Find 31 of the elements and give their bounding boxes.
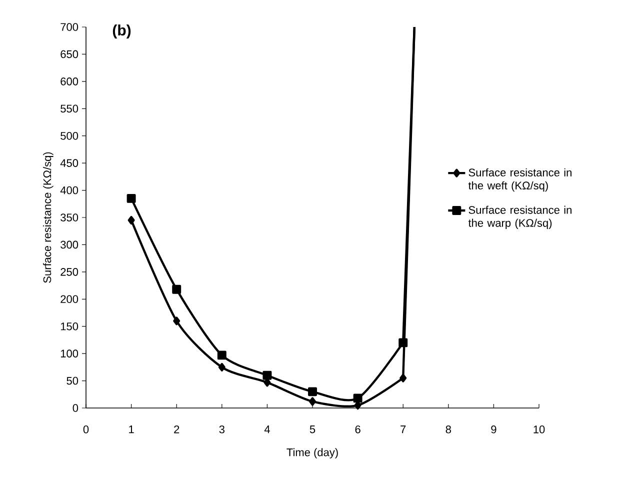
y-tick-label: 600 [60, 78, 78, 86]
y-tick-label: 100 [60, 350, 78, 358]
legend-label: Surface resistance in the weft (KΩ/sq) [468, 168, 572, 192]
x-tick-label: 3 [219, 426, 224, 434]
x-axis-title: Time (day) [286, 448, 338, 458]
legend-label: Surface resistance in the warp (KΩ/sq) [468, 206, 572, 230]
x-tick-label: 8 [446, 426, 451, 434]
y-tick-label: 250 [60, 268, 78, 276]
y-tick-label: 200 [60, 295, 78, 304]
x-tick-label: 4 [264, 426, 270, 434]
y-tick-label: 300 [60, 240, 78, 249]
chart-title: (b) [112, 24, 131, 39]
y-tick-label: 550 [60, 104, 78, 113]
y-tick-label: 450 [60, 159, 78, 167]
y-tick-label: 650 [60, 50, 78, 58]
y-tick-label: 350 [60, 214, 78, 222]
y-tick-label: 700 [60, 23, 78, 31]
x-tick-label: 5 [310, 426, 316, 434]
x-tick-label: 2 [174, 426, 180, 434]
y-tick-label: 150 [60, 322, 78, 330]
x-tick-label: 6 [355, 426, 360, 434]
y-tick-label: 0 [72, 404, 78, 412]
x-tick-label: 0 [83, 426, 89, 434]
x-tick-label: 9 [491, 426, 496, 434]
y-axis-title: Surface resistance (KΩ/sq) [43, 152, 54, 283]
y-tick-label: 400 [60, 186, 78, 194]
x-tick-label: 1 [129, 426, 134, 434]
x-tick-label: 10 [534, 426, 545, 434]
x-tick-label: 7 [400, 426, 406, 434]
y-tick-label: 500 [60, 132, 78, 140]
y-tick-label: 50 [66, 376, 78, 385]
